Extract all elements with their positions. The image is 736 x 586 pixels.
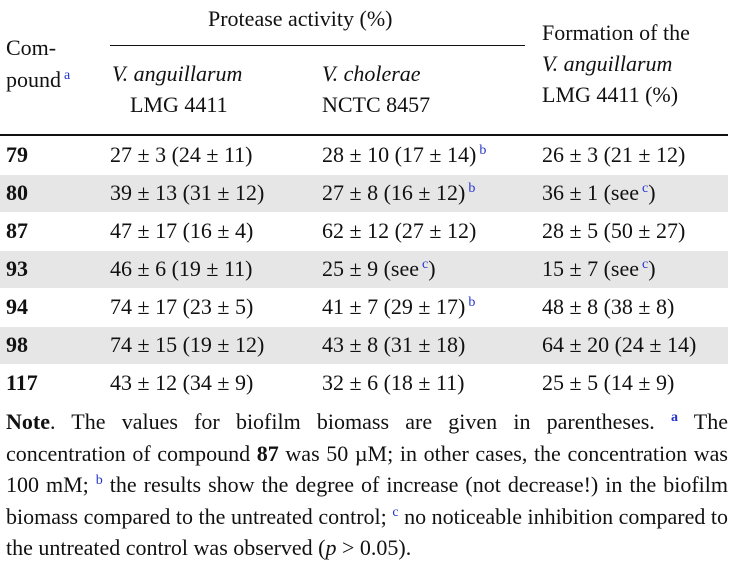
- compound-cell: 93: [6, 256, 28, 281]
- footnote-mark: b: [468, 181, 476, 196]
- footnote-mark: b: [468, 295, 476, 310]
- value-cell: 74 ± 15 (19 ± 12): [110, 332, 264, 358]
- value-text: 43 ± 12 (34 ± 9): [110, 370, 254, 395]
- value-text: 36 ± 1 (see: [542, 180, 639, 205]
- compound-cell: 79: [6, 142, 28, 167]
- value-cell: 32 ± 6 (18 ± 11): [322, 370, 464, 396]
- value-text: 32 ± 6 (18 ± 11): [322, 370, 465, 395]
- note: Note. The values for biofilm biomass are…: [6, 406, 728, 564]
- note-text: . The values for biofilm biomass are giv…: [49, 409, 671, 434]
- group-header: Protease activity (%): [208, 6, 393, 31]
- note-text: The concentration of compound: [6, 409, 729, 466]
- value-text: ): [648, 256, 656, 281]
- value-text: ): [428, 256, 436, 281]
- note-italic: p: [325, 535, 337, 560]
- value-text: 64 ± 20 (24 ± 14): [542, 332, 697, 357]
- value-text: 41 ± 7 (29 ± 17): [322, 294, 466, 319]
- table-row: 80 39 ± 13 (31 ± 12) 27 ± 8 (16 ± 12) b 36 ±…: [0, 175, 728, 212]
- compound-cell: 80: [6, 180, 28, 205]
- value-text: 25 ± 9 (see: [322, 256, 419, 281]
- note-text: the results show the degree of increase …: [6, 472, 728, 529]
- compound-header-2: pound a: [6, 67, 70, 93]
- footnote-mark: b: [95, 473, 103, 488]
- footnote-mark: c: [392, 504, 399, 520]
- value-cell: 15 ± 7 (see c): [542, 256, 656, 282]
- footnote-mark: c: [642, 181, 649, 196]
- value-text: 74 ± 17 (23 ± 5): [110, 294, 254, 319]
- footnote-mark: c: [642, 257, 649, 272]
- column-header: V. anguillarum: [542, 51, 673, 76]
- value-text: 28 ± 5 (50 ± 27): [542, 218, 686, 243]
- value-text: 26 ± 3 (21 ± 12): [542, 142, 686, 167]
- column-header: V. anguillarum: [112, 61, 243, 86]
- column-header: LMG 4411: [130, 92, 228, 117]
- value-text: 74 ± 15 (19 ± 12): [110, 332, 265, 357]
- table-row: 93 46 ± 6 (19 ± 11) 25 ± 9 (see c) 15 ± 7 (s…: [0, 251, 728, 288]
- value-text: 15 ± 7 (see: [542, 256, 639, 281]
- header-rule: [0, 134, 728, 136]
- value-cell: 27 ± 8 (16 ± 12) b: [322, 180, 475, 206]
- table-row: 98 74 ± 15 (19 ± 12) 43 ± 8 (31 ± 18) 64 ± …: [0, 327, 728, 364]
- value-cell: 26 ± 3 (21 ± 12): [542, 142, 685, 168]
- value-cell: 43 ± 12 (34 ± 9): [110, 370, 253, 396]
- value-cell: 28 ± 5 (50 ± 27): [542, 218, 685, 244]
- compound-cell: 94: [6, 294, 28, 319]
- value-cell: 48 ± 8 (38 ± 8): [542, 294, 674, 320]
- value-cell: 27 ± 3 (24 ± 11): [110, 142, 252, 168]
- footnote-mark: c: [422, 257, 429, 272]
- table-row: 87 47 ± 17 (16 ± 4) 62 ± 12 (27 ± 12) 28 ± …: [0, 213, 728, 250]
- value-text: 47 ± 17 (16 ± 4): [110, 218, 254, 243]
- value-cell: 46 ± 6 (19 ± 11): [110, 256, 252, 282]
- value-cell: 74 ± 17 (23 ± 5): [110, 294, 253, 320]
- value-cell: 39 ± 13 (31 ± 12): [110, 180, 264, 206]
- table-row: 79 27 ± 3 (24 ± 11) 28 ± 10 (17 ± 14) b 26 ±…: [0, 137, 728, 174]
- value-cell: 25 ± 9 (see c): [322, 256, 436, 282]
- note-compound: 87: [256, 440, 279, 466]
- note-label: Note: [6, 409, 50, 434]
- column-header: NCTC 8457: [322, 92, 431, 117]
- compound-header-line1: Com-: [6, 35, 57, 60]
- footnote-mark: a: [64, 68, 71, 83]
- footnote-mark: b: [479, 143, 487, 158]
- compound-cell: 87: [6, 218, 28, 243]
- column-header: Formation of the: [542, 20, 690, 45]
- value-cell: 41 ± 7 (29 ± 17) b: [322, 294, 475, 320]
- value-text: 27 ± 8 (16 ± 12): [322, 180, 466, 205]
- compound-cell: 117: [6, 370, 38, 395]
- value-text: 48 ± 8 (38 ± 8): [542, 294, 675, 319]
- value-cell: 43 ± 8 (31 ± 18): [322, 332, 465, 358]
- column-header: V. cholerae: [322, 61, 421, 86]
- note-text: > 0.05).: [336, 535, 412, 560]
- value-text: 27 ± 3 (24 ± 11): [110, 142, 253, 167]
- compound-cell: 98: [6, 332, 28, 357]
- value-text: 43 ± 8 (31 ± 18): [322, 332, 466, 357]
- value-text: 46 ± 6 (19 ± 11): [110, 256, 253, 281]
- compound-header-line2: pound: [6, 67, 61, 92]
- table-row: 94 74 ± 17 (23 ± 5) 41 ± 7 (29 ± 17) b 48 ± …: [0, 289, 728, 326]
- footnote-mark: a: [671, 410, 678, 425]
- compound-header: Com-: [6, 35, 56, 61]
- value-text: 25 ± 5 (14 ± 9): [542, 370, 675, 395]
- value-cell: 47 ± 17 (16 ± 4): [110, 218, 253, 244]
- note-text: was 50 µM; in other cases, the concentra…: [6, 440, 728, 498]
- value-cell: 62 ± 12 (27 ± 12): [322, 218, 476, 244]
- group-rule: [110, 45, 525, 46]
- value-text: 39 ± 13 (31 ± 12): [110, 180, 265, 205]
- value-text: ): [648, 180, 656, 205]
- value-cell: 28 ± 10 (17 ± 14) b: [322, 142, 486, 168]
- column-header: LMG 4411 (%): [542, 82, 679, 107]
- value-text: 62 ± 12 (27 ± 12): [322, 218, 477, 243]
- value-cell: 36 ± 1 (see c): [542, 180, 656, 206]
- value-text: 28 ± 10 (17 ± 14): [322, 142, 477, 167]
- value-cell: 25 ± 5 (14 ± 9): [542, 370, 674, 396]
- value-cell: 64 ± 20 (24 ± 14): [542, 332, 696, 358]
- note-text: no noticeable inhibition compared to the…: [6, 503, 728, 561]
- table-row: 117 43 ± 12 (34 ± 9) 32 ± 6 (18 ± 11) 25 ± …: [0, 365, 728, 402]
